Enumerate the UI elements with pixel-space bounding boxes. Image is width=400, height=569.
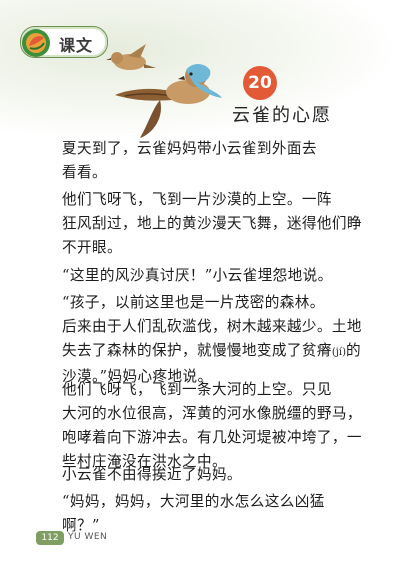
paragraph-7: “妈妈，妈妈，大河里的水怎么这么凶猛啊？”	[62, 493, 325, 534]
leaf-badge-icon	[22, 29, 50, 57]
section-tab: 课文	[20, 26, 108, 58]
paragraph-2: 他们飞呀飞，飞到一片沙漠的上空。一阵 狂风刮过，地上的黄沙漫天飞舞，迷得他们睁 …	[62, 191, 362, 256]
paragraph-6: 小云雀不由得挨近了妈妈。	[62, 466, 242, 483]
paragraph-4-text-a: “孩子，以前这里也是一片茂密的森林。 后来由于人们乱砍滥伐，树木越来越少。土地 …	[62, 294, 362, 359]
subject-label: YU WEN	[68, 532, 108, 542]
lesson-title: 云雀的心愿	[232, 105, 332, 126]
lesson-number-badge: 20	[243, 66, 277, 100]
section-label: 课文	[59, 36, 94, 55]
larks-illustration	[106, 44, 222, 138]
paragraph-4-text-b: 的 沙漠。”妈妈心疼地说。	[62, 342, 361, 385]
pinyin-annotation: (jí)	[331, 347, 346, 358]
paragraph-3: “这里的风沙真讨厌！”小云雀埋怨地说。	[62, 267, 333, 284]
paragraph-5: 他们飞呀飞，飞到一条大河的上空。只见 大河的水位很高，浑黄的河水像脱缰的野马， …	[62, 381, 362, 470]
paragraph-4: “孩子，以前这里也是一片茂密的森林。 后来由于人们乱砍滥伐，树木越来越少。土地 …	[62, 291, 362, 389]
page-number-badge: 112	[36, 531, 64, 545]
mother-lark	[115, 64, 222, 138]
paragraph-1: 夏天到了，云雀妈妈带小云雀到外面去 看看。	[62, 140, 317, 181]
small-lark	[106, 44, 156, 70]
